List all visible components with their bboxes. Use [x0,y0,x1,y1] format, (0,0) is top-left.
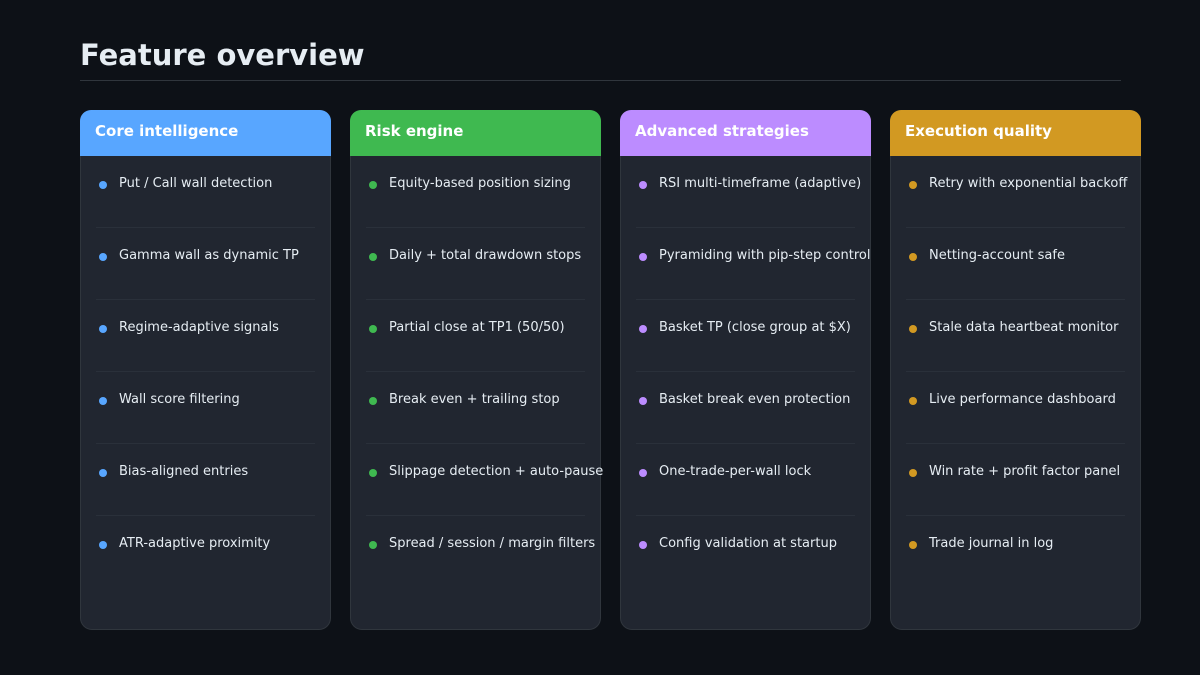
feature-text: Basket TP (close group at $X) [659,320,851,335]
feature-list: Put / Call wall detection Gamma wall as d… [81,156,330,588]
feature-text: Trade journal in log [929,536,1054,551]
feature-item: One-trade-per-wall lock [636,444,855,516]
bullet [639,541,647,549]
divider [80,80,1121,81]
columns: Core intelligence Put / Call wall detecti… [80,110,1141,630]
feature-item: Daily + total drawdown stops [366,228,585,300]
bullet [369,469,377,477]
feature-item: Pyramiding with pip-step control [636,228,870,300]
feature-text: Put / Call wall detection [119,176,273,191]
bullet [99,325,107,333]
feature-item: Live performance dashboard [906,372,1125,444]
bullet [369,541,377,549]
bullet [909,181,917,189]
feature-text: Retry with exponential backoff [929,176,1128,191]
feature-item: Basket break even protection [636,372,855,444]
bullet [909,325,917,333]
feature-item: Wall score filtering [96,372,315,444]
feature-item: Bias-aligned entries [96,444,315,516]
feature-item: Trade journal in log [906,516,1125,588]
feature-text: Stale data heartbeat monitor [929,320,1119,335]
card-title: Risk engine [350,110,601,156]
bullet [99,541,107,549]
bullet [639,325,647,333]
feature-text: Bias-aligned entries [119,464,249,479]
feature-card: Advanced strategies RSI multi-timeframe (… [620,110,871,630]
feature-list: Equity-based position sizing Daily + tota… [351,156,603,588]
feature-item: Equity-based position sizing [366,156,585,228]
feature-item: Break even + trailing stop [366,372,585,444]
page-title: Feature overview [80,38,365,72]
feature-text: ATR-adaptive proximity [119,536,271,551]
feature-card: Core intelligence Put / Call wall detecti… [80,110,331,630]
feature-card: Risk engine Equity-based position sizing D… [350,110,603,630]
feature-text: Config validation at startup [659,536,837,551]
bullet [369,325,377,333]
feature-text: Basket break even protection [659,392,851,407]
feature-item: ATR-adaptive proximity [96,516,315,588]
bullet [369,397,377,405]
feature-text: Pyramiding with pip-step control [659,248,871,263]
feature-text: Slippage detection + auto-pause [389,464,604,479]
card-title: Core intelligence [80,110,331,156]
card-title: Execution quality [890,110,1141,156]
feature-item: Retry with exponential backoff [906,156,1128,228]
feature-text: Daily + total drawdown stops [389,248,582,263]
feature-item: Basket TP (close group at $X) [636,300,855,372]
bullet [369,181,377,189]
feature-item: Slippage detection + auto-pause [366,444,603,516]
bullet [639,181,647,189]
feature-text: One-trade-per-wall lock [659,464,812,479]
feature-item: Gamma wall as dynamic TP [96,228,315,300]
bullet [909,397,917,405]
feature-item: Regime-adaptive signals [96,300,315,372]
feature-text: Gamma wall as dynamic TP [119,248,299,263]
bullet [909,469,917,477]
feature-item: RSI multi-timeframe (adaptive) [636,156,861,228]
feature-item: Config validation at startup [636,516,855,588]
feature-item: Stale data heartbeat monitor [906,300,1125,372]
feature-text: Spread / session / margin filters [389,536,596,551]
bullet [909,253,917,261]
bullet [639,397,647,405]
bullet [99,397,107,405]
bullet [99,181,107,189]
card-title: Advanced strategies [620,110,871,156]
feature-text: Partial close at TP1 (50/50) [389,320,565,335]
feature-list: Retry with exponential backoff Netting-ac… [891,156,1140,588]
feature-item: Spread / session / margin filters [366,516,595,588]
feature-text: Netting-account safe [929,248,1065,263]
feature-text: Wall score filtering [119,392,240,407]
feature-item: Win rate + profit factor panel [906,444,1125,516]
feature-item: Netting-account safe [906,228,1125,300]
feature-text: RSI multi-timeframe (adaptive) [659,176,862,191]
feature-item: Put / Call wall detection [96,156,315,228]
bullet [639,469,647,477]
feature-card: Execution quality Retry with exponential … [890,110,1141,630]
feature-text: Win rate + profit factor panel [929,464,1121,479]
bullet [99,469,107,477]
feature-list: RSI multi-timeframe (adaptive) Pyramiding… [621,156,870,588]
feature-text: Break even + trailing stop [389,392,560,407]
bullet [99,253,107,261]
bullet [369,253,377,261]
feature-text: Live performance dashboard [929,392,1116,407]
feature-text: Regime-adaptive signals [119,320,279,335]
bullet [639,253,647,261]
bullet [909,541,917,549]
feature-item: Partial close at TP1 (50/50) [366,300,585,372]
feature-text: Equity-based position sizing [389,176,571,191]
